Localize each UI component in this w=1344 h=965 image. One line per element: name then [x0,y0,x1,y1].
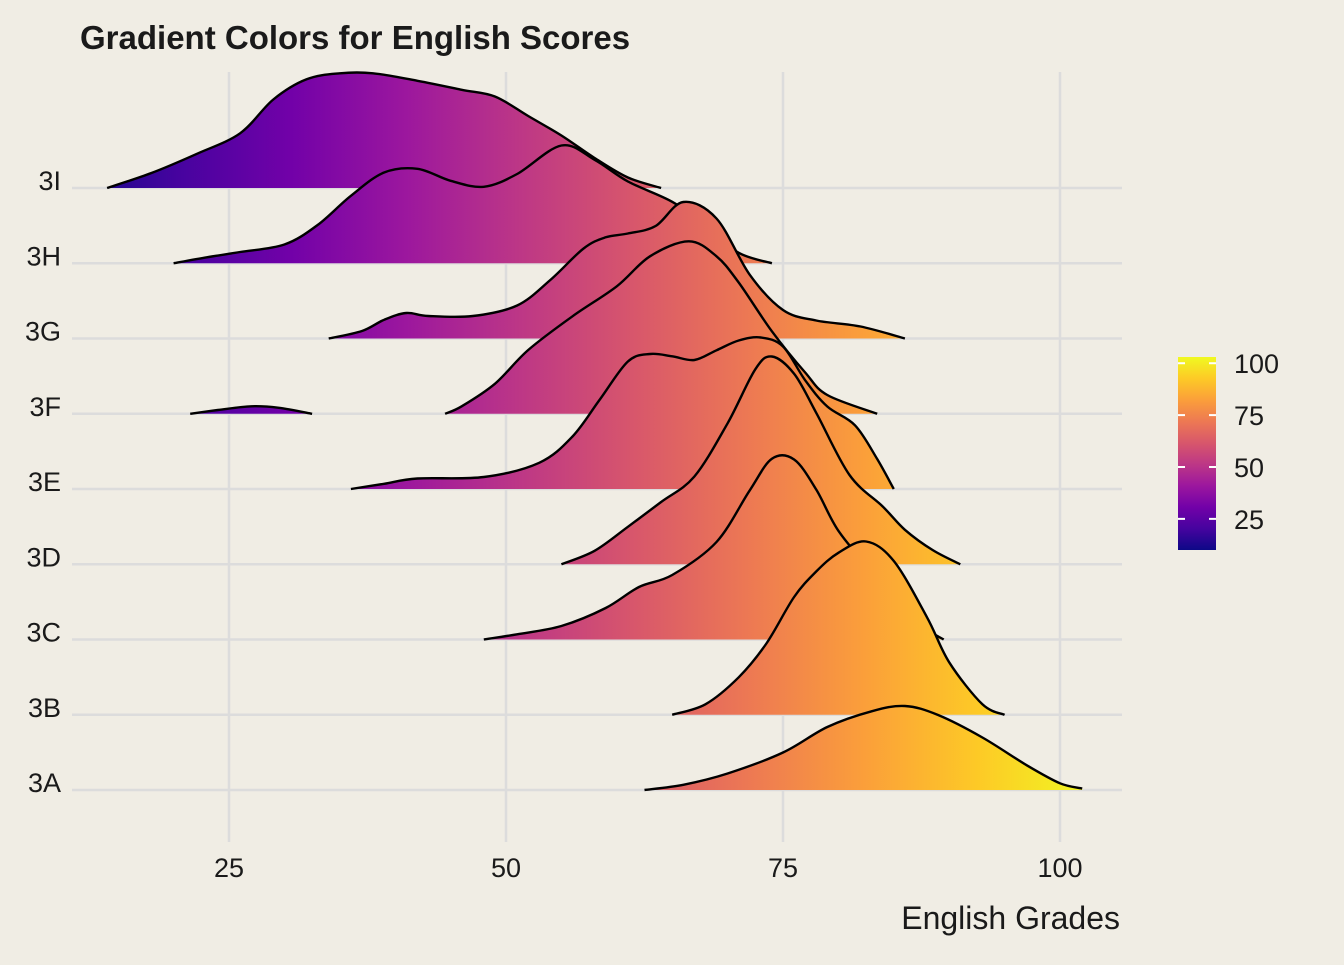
color-legend: 25 50 75 100 [1178,349,1279,550]
ridge-outline-3B-0 [671,540,1006,716]
ridge-outline-3I-0 [106,71,662,190]
ridge-outline-3H-0 [173,143,773,265]
ridge-outline-3A-0 [644,704,1083,792]
legend-label-100: 100 [1234,349,1279,379]
y-tick-3D: 3D [26,542,61,572]
ridge-fill-3B-0 [672,541,1005,715]
legend-colorbar [1178,357,1216,550]
y-tick-3A: 3A [28,768,61,798]
y-tick-3I: 3I [38,166,61,196]
chart-title: Gradient Colors for English Scores [80,19,630,56]
ridge-outline-3E-0 [350,336,895,491]
ridge-3D [560,355,961,566]
y-tick-3C: 3C [26,618,61,648]
ridge-fill-3F-0 [190,406,313,414]
y-tick-3F: 3F [29,392,61,422]
density-ridges [106,71,1083,792]
ridge-3A [644,704,1083,792]
x-axis-label: English Grades [901,900,1120,936]
ridge-3B [671,540,1006,716]
ridge-fill-3A-0 [644,705,1083,790]
x-tick-25: 25 [214,853,244,883]
ridge-outline-3D-0 [560,355,961,566]
ridge-outline-3G-0 [328,200,906,340]
legend-label-50: 50 [1234,453,1264,483]
ridge-outline-3F-0 [190,404,313,415]
legend-label-75: 75 [1234,401,1264,431]
y-tick-3G: 3G [25,317,61,347]
y-tick-3E: 3E [28,467,61,497]
ridge-fill-3I-0 [107,72,662,188]
x-tick-labels: 25 50 75 100 [214,853,1083,883]
ridge-3G [328,200,906,340]
x-tick-50: 50 [491,853,521,883]
y-tick-3B: 3B [28,693,61,723]
y-tick-3H: 3H [26,241,61,271]
y-tick-labels: 3A 3B 3C 3D 3E 3F 3G 3H 3I [25,166,61,798]
ridge-3I [106,71,662,190]
legend-label-25: 25 [1234,505,1264,535]
ridge-fill-3D-0 [561,356,961,565]
x-tick-75: 75 [768,853,798,883]
x-tick-100: 100 [1037,853,1082,883]
ridge-fill-3G-0 [328,201,905,339]
ridge-outline-3F-1 [444,240,878,415]
